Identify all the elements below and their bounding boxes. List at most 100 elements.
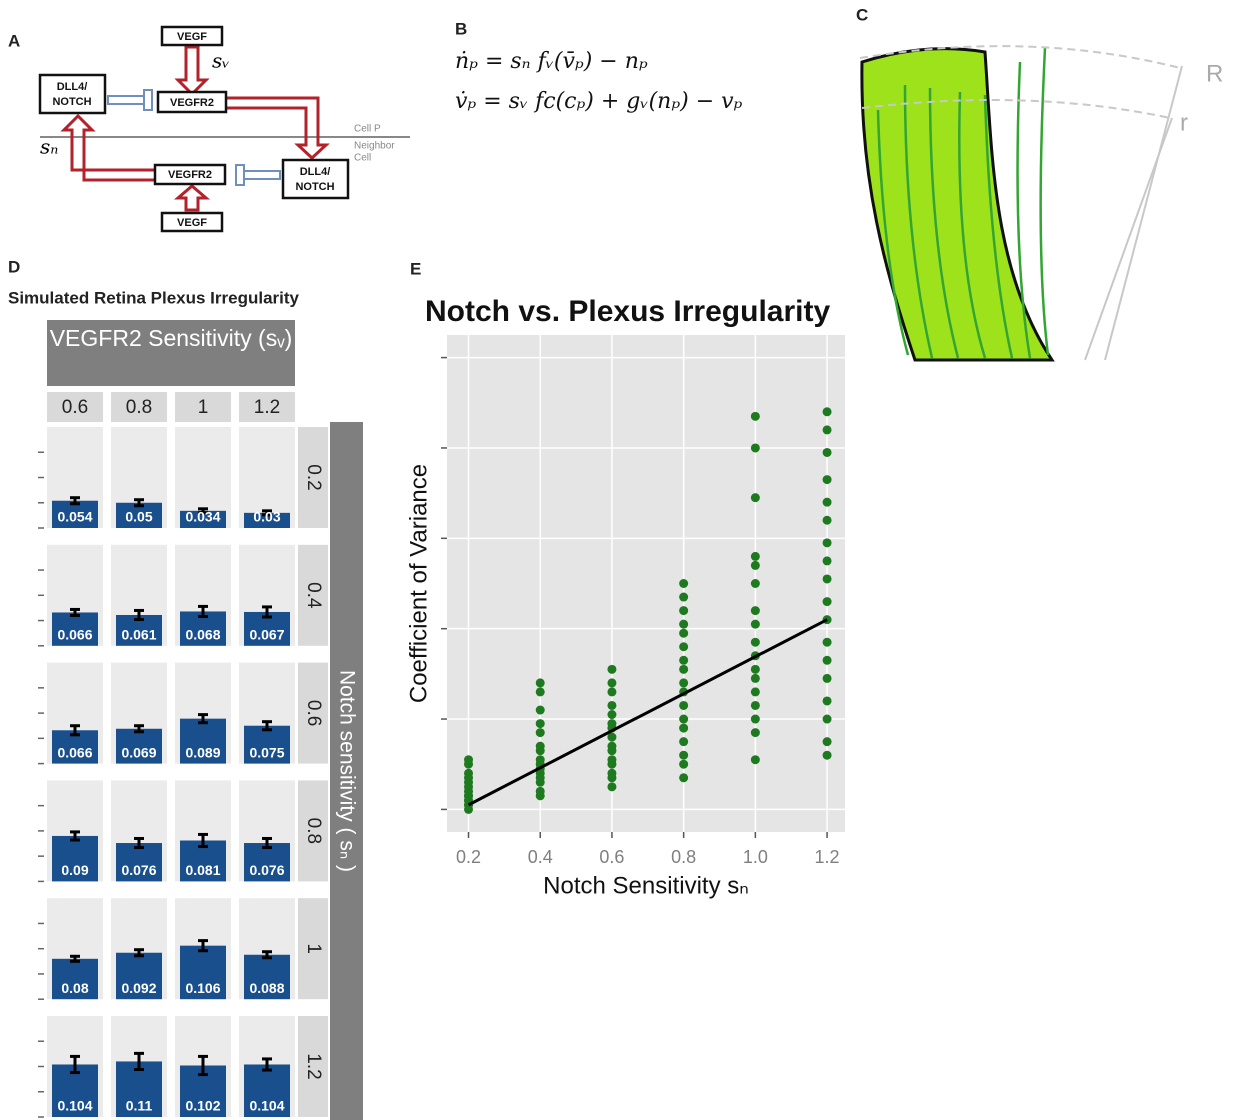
point [751,443,760,452]
point [751,579,760,588]
value-label: 0.104 [249,1098,284,1114]
row-title: Notch sensitivity ( sₙ ) [335,670,358,872]
parameter-label: sₙ [40,135,58,159]
point [823,574,832,583]
value-label: 0.066 [57,627,92,643]
column-strip-label: 1 [198,397,209,418]
point [751,665,760,674]
point [607,665,616,674]
equation: v̇ₚ = sᵥ fc(cₚ) + gᵥ(nₚ) − vₚ [455,89,743,114]
point [607,760,616,769]
value-label: 0.054 [57,509,92,525]
column-strip-label: 1.2 [254,397,280,418]
point [536,706,545,715]
point [751,728,760,737]
point [823,751,832,760]
x-tick-label: 1.2 [815,847,840,867]
point [823,597,832,606]
value-label: 0.03 [253,509,280,525]
arrow [226,98,326,158]
point [679,678,688,687]
value-label: 0.09 [61,862,88,878]
point [823,538,832,547]
node-label: VEGF [177,31,207,43]
value-label: 0.076 [121,862,156,878]
region-label: Cell [354,153,371,164]
equation: ṅₚ = sₙ fᵥ(v̄ₚ) − nₚ [455,49,648,74]
x-tick-label: 0.4 [528,847,553,867]
point [823,498,832,507]
column-strip-label: 0.8 [126,397,152,418]
point [679,724,688,733]
panel-label: C [856,5,868,24]
point [751,493,760,502]
point [679,665,688,674]
row-strip-label: 1.2 [303,1053,324,1079]
point [823,425,832,434]
point [751,552,760,561]
x-tick-label: 0.8 [671,847,696,867]
point [823,656,832,665]
point [751,620,760,629]
node-label: VEGFR2 [170,97,214,109]
value-label: 0.069 [121,744,156,760]
point [751,412,760,421]
point [464,760,473,769]
value-label: 0.066 [57,744,92,760]
point [823,715,832,724]
retina-schematic: R r [860,46,1223,360]
row-strip-label: 0.2 [303,464,324,490]
point [679,701,688,710]
point [607,782,616,791]
arrow [64,116,155,180]
value-label: 0.081 [185,862,220,878]
value-label: 0.089 [185,744,220,760]
node-label: VEGFR2 [168,169,212,181]
radius-label: R [1206,60,1223,87]
point [607,687,616,696]
point [679,642,688,651]
point [536,719,545,728]
point [751,606,760,615]
point [536,746,545,755]
region-label: Cell P [354,124,381,135]
value-label: 0.104 [57,1098,92,1114]
x-tick-label: 0.2 [456,847,481,867]
value-label: 0.034 [185,509,220,525]
value-label: 0.05 [125,509,152,525]
radius-arrow [1085,118,1172,360]
point [751,674,760,683]
point [751,701,760,710]
node-label: NOTCH [52,96,91,108]
point [536,791,545,800]
row-strip-label: 1 [303,943,324,954]
point [751,638,760,647]
point [679,751,688,760]
column-strip-title: VEGFR2 Sensitivity (sᵥ) [47,320,295,386]
page: A B C D E VEGF VEGFR2 DLL4/ NOTCH VEGFR2… [0,0,1233,1120]
node-label: DLL4/ [300,166,331,178]
row-strip-label: 0.8 [303,818,324,844]
node-label: NOTCH [295,181,334,193]
point [679,737,688,746]
connector [244,171,280,179]
point [679,620,688,629]
point [464,805,473,814]
point [823,407,832,416]
point [823,737,832,746]
point [679,606,688,615]
radius-label: r [1180,109,1188,136]
connector [236,165,244,185]
point [679,760,688,769]
point [536,728,545,737]
value-label: 0.11 [126,1098,153,1114]
point [679,579,688,588]
chart-title: Simulated Retina Plexus Irregularity [8,288,300,307]
value-label: 0.075 [249,744,284,760]
point [823,638,832,647]
plot-area [447,335,845,832]
value-label: 0.076 [249,862,284,878]
point [751,687,760,696]
value-label: 0.068 [185,627,220,643]
point [536,778,545,787]
